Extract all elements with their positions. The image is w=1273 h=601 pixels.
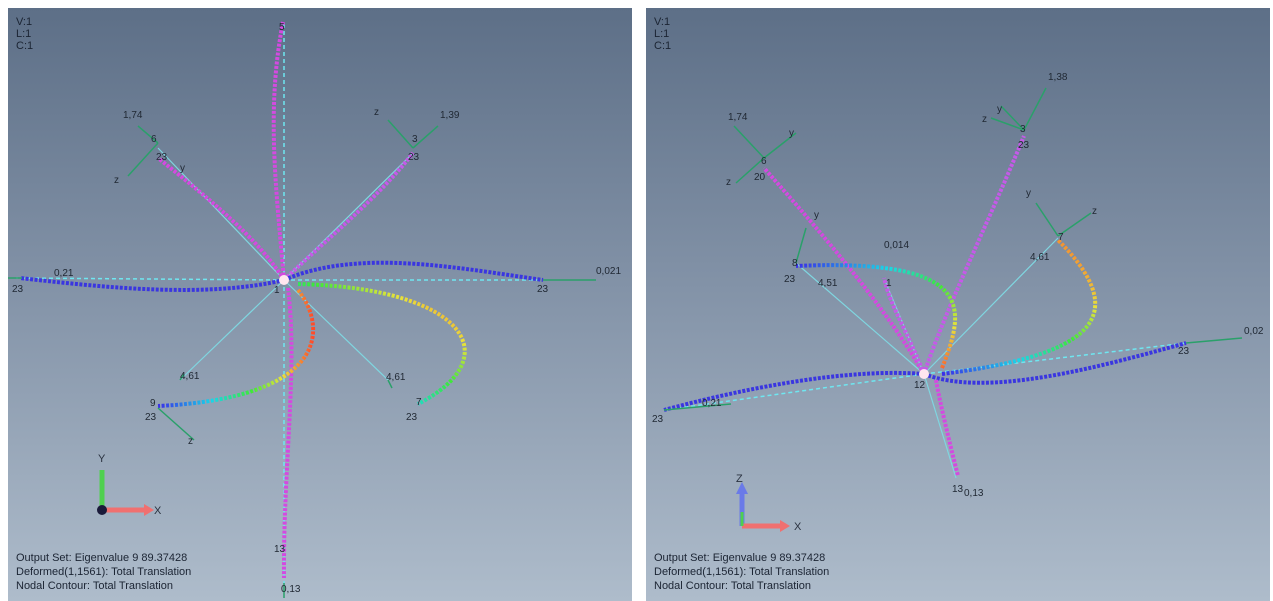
node-labels: 5 1,74 6 23 z y z 1,39 3 23 0,21 23 23 0… [12, 22, 621, 595]
label-ll-node: 9 [150, 398, 156, 409]
label-mid-node: 8 [792, 258, 798, 269]
triad-x-label: X [794, 521, 802, 533]
viewport-header: V:1 L:1 C:1 [654, 16, 671, 52]
viewport-header: V:1 L:1 C:1 [16, 16, 33, 52]
label-mid-end: 23 [784, 274, 796, 285]
label-ur-end: 23 [1018, 140, 1030, 151]
footer-line: Output Set: Eigenvalue 9 89.37428 [654, 552, 826, 564]
header-line: L:1 [654, 28, 670, 40]
label-mid-val: 0,014 [884, 240, 909, 251]
label-right-val: 0,02 [1244, 326, 1264, 337]
label-lr-val: 4,61 [386, 372, 406, 383]
label-right-val: 0,021 [596, 266, 621, 277]
undeformed-lines [15, 22, 543, 583]
model-view-left[interactable]: 5 1,74 6 23 z y z 1,39 3 23 0,21 23 23 0… [8, 8, 632, 601]
triad-y-label: Y [98, 453, 106, 465]
label-mid-y: y [814, 210, 819, 221]
label-ul-val: 1,74 [123, 110, 143, 121]
label-ur-z: z [982, 114, 987, 125]
label-ur-end: 23 [408, 152, 420, 163]
label-r-y: y [1026, 188, 1031, 199]
coordinate-triad: Y X [97, 453, 162, 517]
member-lines [795, 237, 1059, 479]
label-ul-val: 1,74 [728, 112, 748, 123]
header-line: C:1 [654, 40, 672, 52]
label-ul-node: 6 [761, 156, 767, 167]
label-bottom-node: 13 [952, 484, 964, 495]
label-ll-end: 23 [145, 412, 157, 423]
label-right-end: 23 [537, 284, 549, 295]
deformed-shapes [19, 21, 544, 579]
footer-line: Nodal Contour: Total Translation [654, 580, 811, 592]
label-ur-node: 3 [412, 134, 418, 145]
label-ur-z: z [374, 107, 379, 118]
label-center: 1 [274, 285, 280, 296]
model-view-right[interactable]: 1,74 y 6 z 20 1,38 y z 3 23 y 0,014 8 23… [646, 8, 1270, 601]
label-left-val: 0,21 [54, 268, 74, 279]
undeformed-lines [663, 342, 1187, 411]
viewport-right[interactable]: 1,74 y 6 z 20 1,38 y z 3 23 y 0,014 8 23… [646, 8, 1270, 601]
label-top: 5 [279, 22, 285, 33]
label-left-end: 23 [652, 414, 664, 425]
triad-x-label: X [154, 505, 162, 517]
footer-line: Deformed(1,1561): Total Translation [16, 566, 192, 578]
label-mid-val2: 4,51 [818, 278, 838, 289]
label-ul-end: 20 [754, 172, 766, 183]
label-bottom-val: 0,13 [281, 584, 301, 595]
header-line: V:1 [16, 16, 33, 28]
label-ur-val: 1,38 [1048, 72, 1068, 83]
viewport-footer: Output Set: Eigenvalue 9 89.37428 Deform… [654, 551, 829, 593]
label-r-val: 4,61 [1030, 252, 1050, 263]
label-r-node: 7 [1058, 232, 1064, 243]
local-axes [663, 87, 1243, 411]
label-r-z: z [1092, 206, 1097, 217]
label-ur-val: 1,39 [440, 110, 460, 121]
label-ul-z: z [726, 177, 731, 188]
node-labels: 1,74 y 6 z 20 1,38 y z 3 23 y 0,014 8 23… [652, 72, 1264, 499]
center-node[interactable] [279, 275, 289, 285]
coordinate-triad: Z X [736, 473, 802, 533]
label-lr-node: 7 [416, 397, 422, 408]
label-center: 12 [914, 380, 926, 391]
label-bottom-node: 13 [274, 544, 286, 555]
footer-line: Output Set: Eigenvalue 9 89.37428 [16, 552, 188, 564]
viewport-left[interactable]: 5 1,74 6 23 z y z 1,39 3 23 0,21 23 23 0… [8, 8, 632, 601]
label-ul-node: 6 [151, 134, 157, 145]
label-left-val: 0,21 [702, 398, 722, 409]
header-line: C:1 [16, 40, 34, 52]
label-left-end: 23 [12, 284, 24, 295]
label-ul-end: 23 [156, 152, 168, 163]
label-ll-val: 4,61 [180, 371, 200, 382]
header-line: L:1 [16, 28, 32, 40]
triad-z-label: Z [736, 473, 743, 485]
center-node[interactable] [919, 369, 929, 379]
viewport-footer: Output Set: Eigenvalue 9 89.37428 Deform… [16, 551, 191, 593]
label-lr-end: 23 [406, 412, 418, 423]
local-axes [8, 119, 596, 598]
label-mid-node2: 1 [886, 278, 892, 289]
header-line: V:1 [654, 16, 671, 28]
label-ul-y: y [789, 128, 794, 139]
label-ll-z: z [188, 436, 193, 447]
label-ul-y: y [180, 163, 185, 174]
label-ul-z: z [114, 175, 119, 186]
label-ur-node: 3 [1020, 124, 1026, 135]
label-right-end: 23 [1178, 346, 1190, 357]
footer-line: Deformed(1,1561): Total Translation [654, 566, 830, 578]
label-ur-y: y [997, 104, 1002, 115]
deformed-shapes [663, 135, 1187, 477]
footer-line: Nodal Contour: Total Translation [16, 580, 173, 592]
label-bottom-val: 0,13 [964, 488, 984, 499]
